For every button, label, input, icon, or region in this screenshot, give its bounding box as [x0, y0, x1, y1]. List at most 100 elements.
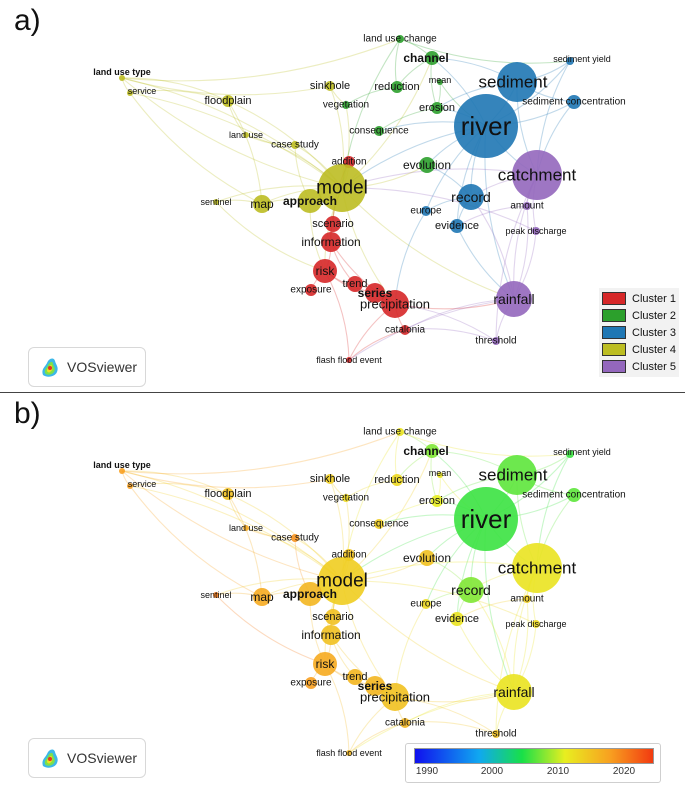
term-node[interactable]	[425, 51, 439, 65]
term-node[interactable]	[291, 534, 299, 542]
term-label[interactable]: amount	[510, 594, 544, 605]
term-node[interactable]	[431, 495, 443, 507]
term-label[interactable]: vegetation	[323, 493, 369, 504]
term-node[interactable]	[400, 718, 410, 728]
term-label[interactable]: sediment concentration	[522, 97, 625, 108]
term-label[interactable]: land use	[229, 523, 263, 533]
term-node[interactable]	[419, 157, 435, 173]
term-node[interactable]	[321, 232, 341, 252]
term-node[interactable]	[253, 195, 271, 213]
term-node[interactable]	[450, 219, 464, 233]
term-label[interactable]: land use change	[363, 34, 437, 45]
term-label[interactable]: europe	[410, 599, 442, 610]
term-label[interactable]: addition	[331, 157, 366, 168]
term-label[interactable]: catchment	[498, 559, 577, 578]
term-node[interactable]	[492, 730, 500, 738]
term-label[interactable]: rainfall	[493, 684, 534, 700]
term-label[interactable]: land use type	[93, 460, 151, 470]
term-node[interactable]	[127, 483, 133, 489]
term-label[interactable]: exposure	[290, 678, 332, 689]
term-label[interactable]: channel	[403, 51, 448, 65]
term-label[interactable]: consequence	[349, 519, 409, 530]
term-label[interactable]: model	[316, 178, 368, 199]
term-node[interactable]	[381, 683, 409, 711]
term-node[interactable]	[437, 472, 443, 478]
term-label[interactable]: amount	[510, 201, 544, 212]
term-label[interactable]: precipitation	[360, 297, 430, 312]
term-node[interactable]	[496, 674, 532, 710]
term-label[interactable]: map	[250, 197, 274, 211]
term-node[interactable]	[313, 652, 337, 676]
term-node[interactable]	[512, 150, 562, 200]
term-node[interactable]	[346, 357, 352, 363]
term-label[interactable]: case study	[271, 140, 319, 151]
term-label[interactable]: channel	[403, 444, 448, 458]
term-node[interactable]	[458, 577, 484, 603]
term-label[interactable]: threshold	[475, 729, 516, 740]
term-label[interactable]: floodplain	[204, 95, 251, 107]
term-node[interactable]	[567, 488, 581, 502]
term-label[interactable]: catchment	[498, 166, 577, 185]
term-node[interactable]	[374, 519, 384, 529]
term-node[interactable]	[454, 487, 518, 551]
term-node[interactable]	[396, 35, 404, 43]
term-node[interactable]	[365, 283, 385, 303]
term-label[interactable]: evidence	[435, 613, 479, 625]
term-label[interactable]: sediment	[479, 73, 548, 92]
term-node[interactable]	[381, 290, 409, 318]
term-label[interactable]: precipitation	[360, 690, 430, 705]
term-label[interactable]: evolution	[403, 551, 451, 565]
term-label[interactable]: vegetation	[323, 100, 369, 111]
term-label[interactable]: mean	[429, 468, 452, 478]
term-label[interactable]: evolution	[403, 158, 451, 172]
term-node[interactable]	[222, 95, 234, 107]
term-node[interactable]	[342, 494, 350, 502]
term-node[interactable]	[119, 468, 125, 474]
term-label[interactable]: catalonia	[385, 718, 425, 729]
term-node[interactable]	[325, 474, 335, 484]
term-node[interactable]	[347, 276, 363, 292]
term-label[interactable]: scenario	[312, 218, 354, 230]
term-node[interactable]	[365, 676, 385, 696]
term-node[interactable]	[431, 102, 443, 114]
term-label[interactable]: floodplain	[204, 488, 251, 500]
term-node[interactable]	[243, 525, 249, 531]
term-label[interactable]: service	[128, 479, 157, 489]
term-node[interactable]	[119, 75, 125, 81]
term-label[interactable]: threshold	[475, 336, 516, 347]
term-node[interactable]	[253, 588, 271, 606]
term-label[interactable]: approach	[283, 587, 337, 601]
term-label[interactable]: peak discharge	[505, 619, 566, 629]
term-node[interactable]	[497, 62, 537, 102]
term-node[interactable]	[421, 599, 431, 609]
term-node[interactable]	[222, 488, 234, 500]
term-label[interactable]: approach	[283, 194, 337, 208]
term-node[interactable]	[400, 325, 410, 335]
term-label[interactable]: risk	[316, 657, 336, 671]
term-label[interactable]: europe	[410, 206, 442, 217]
term-label[interactable]: land use change	[363, 427, 437, 438]
term-label[interactable]: sediment yield	[553, 447, 611, 457]
term-label[interactable]: rainfall	[493, 291, 534, 307]
term-label[interactable]: record	[451, 189, 491, 205]
term-node[interactable]	[342, 101, 350, 109]
term-label[interactable]: addition	[331, 550, 366, 561]
term-label[interactable]: series	[358, 286, 393, 300]
term-label[interactable]: erosion	[419, 495, 455, 507]
term-node[interactable]	[213, 592, 219, 598]
term-label[interactable]: information	[301, 628, 360, 642]
term-label[interactable]: peak discharge	[505, 226, 566, 236]
term-label[interactable]: model	[316, 571, 368, 592]
term-label[interactable]: service	[128, 86, 157, 96]
term-node[interactable]	[318, 164, 366, 212]
term-label[interactable]: sinkhole	[310, 80, 350, 92]
term-label[interactable]: consequence	[349, 126, 409, 137]
term-label[interactable]: land use	[229, 130, 263, 140]
term-node[interactable]	[243, 132, 249, 138]
term-node[interactable]	[391, 81, 403, 93]
term-label[interactable]: erosion	[419, 102, 455, 114]
term-label[interactable]: catalonia	[385, 325, 425, 336]
term-node[interactable]	[396, 428, 404, 436]
term-label[interactable]: sentinel	[200, 197, 231, 207]
term-node[interactable]	[532, 227, 540, 235]
